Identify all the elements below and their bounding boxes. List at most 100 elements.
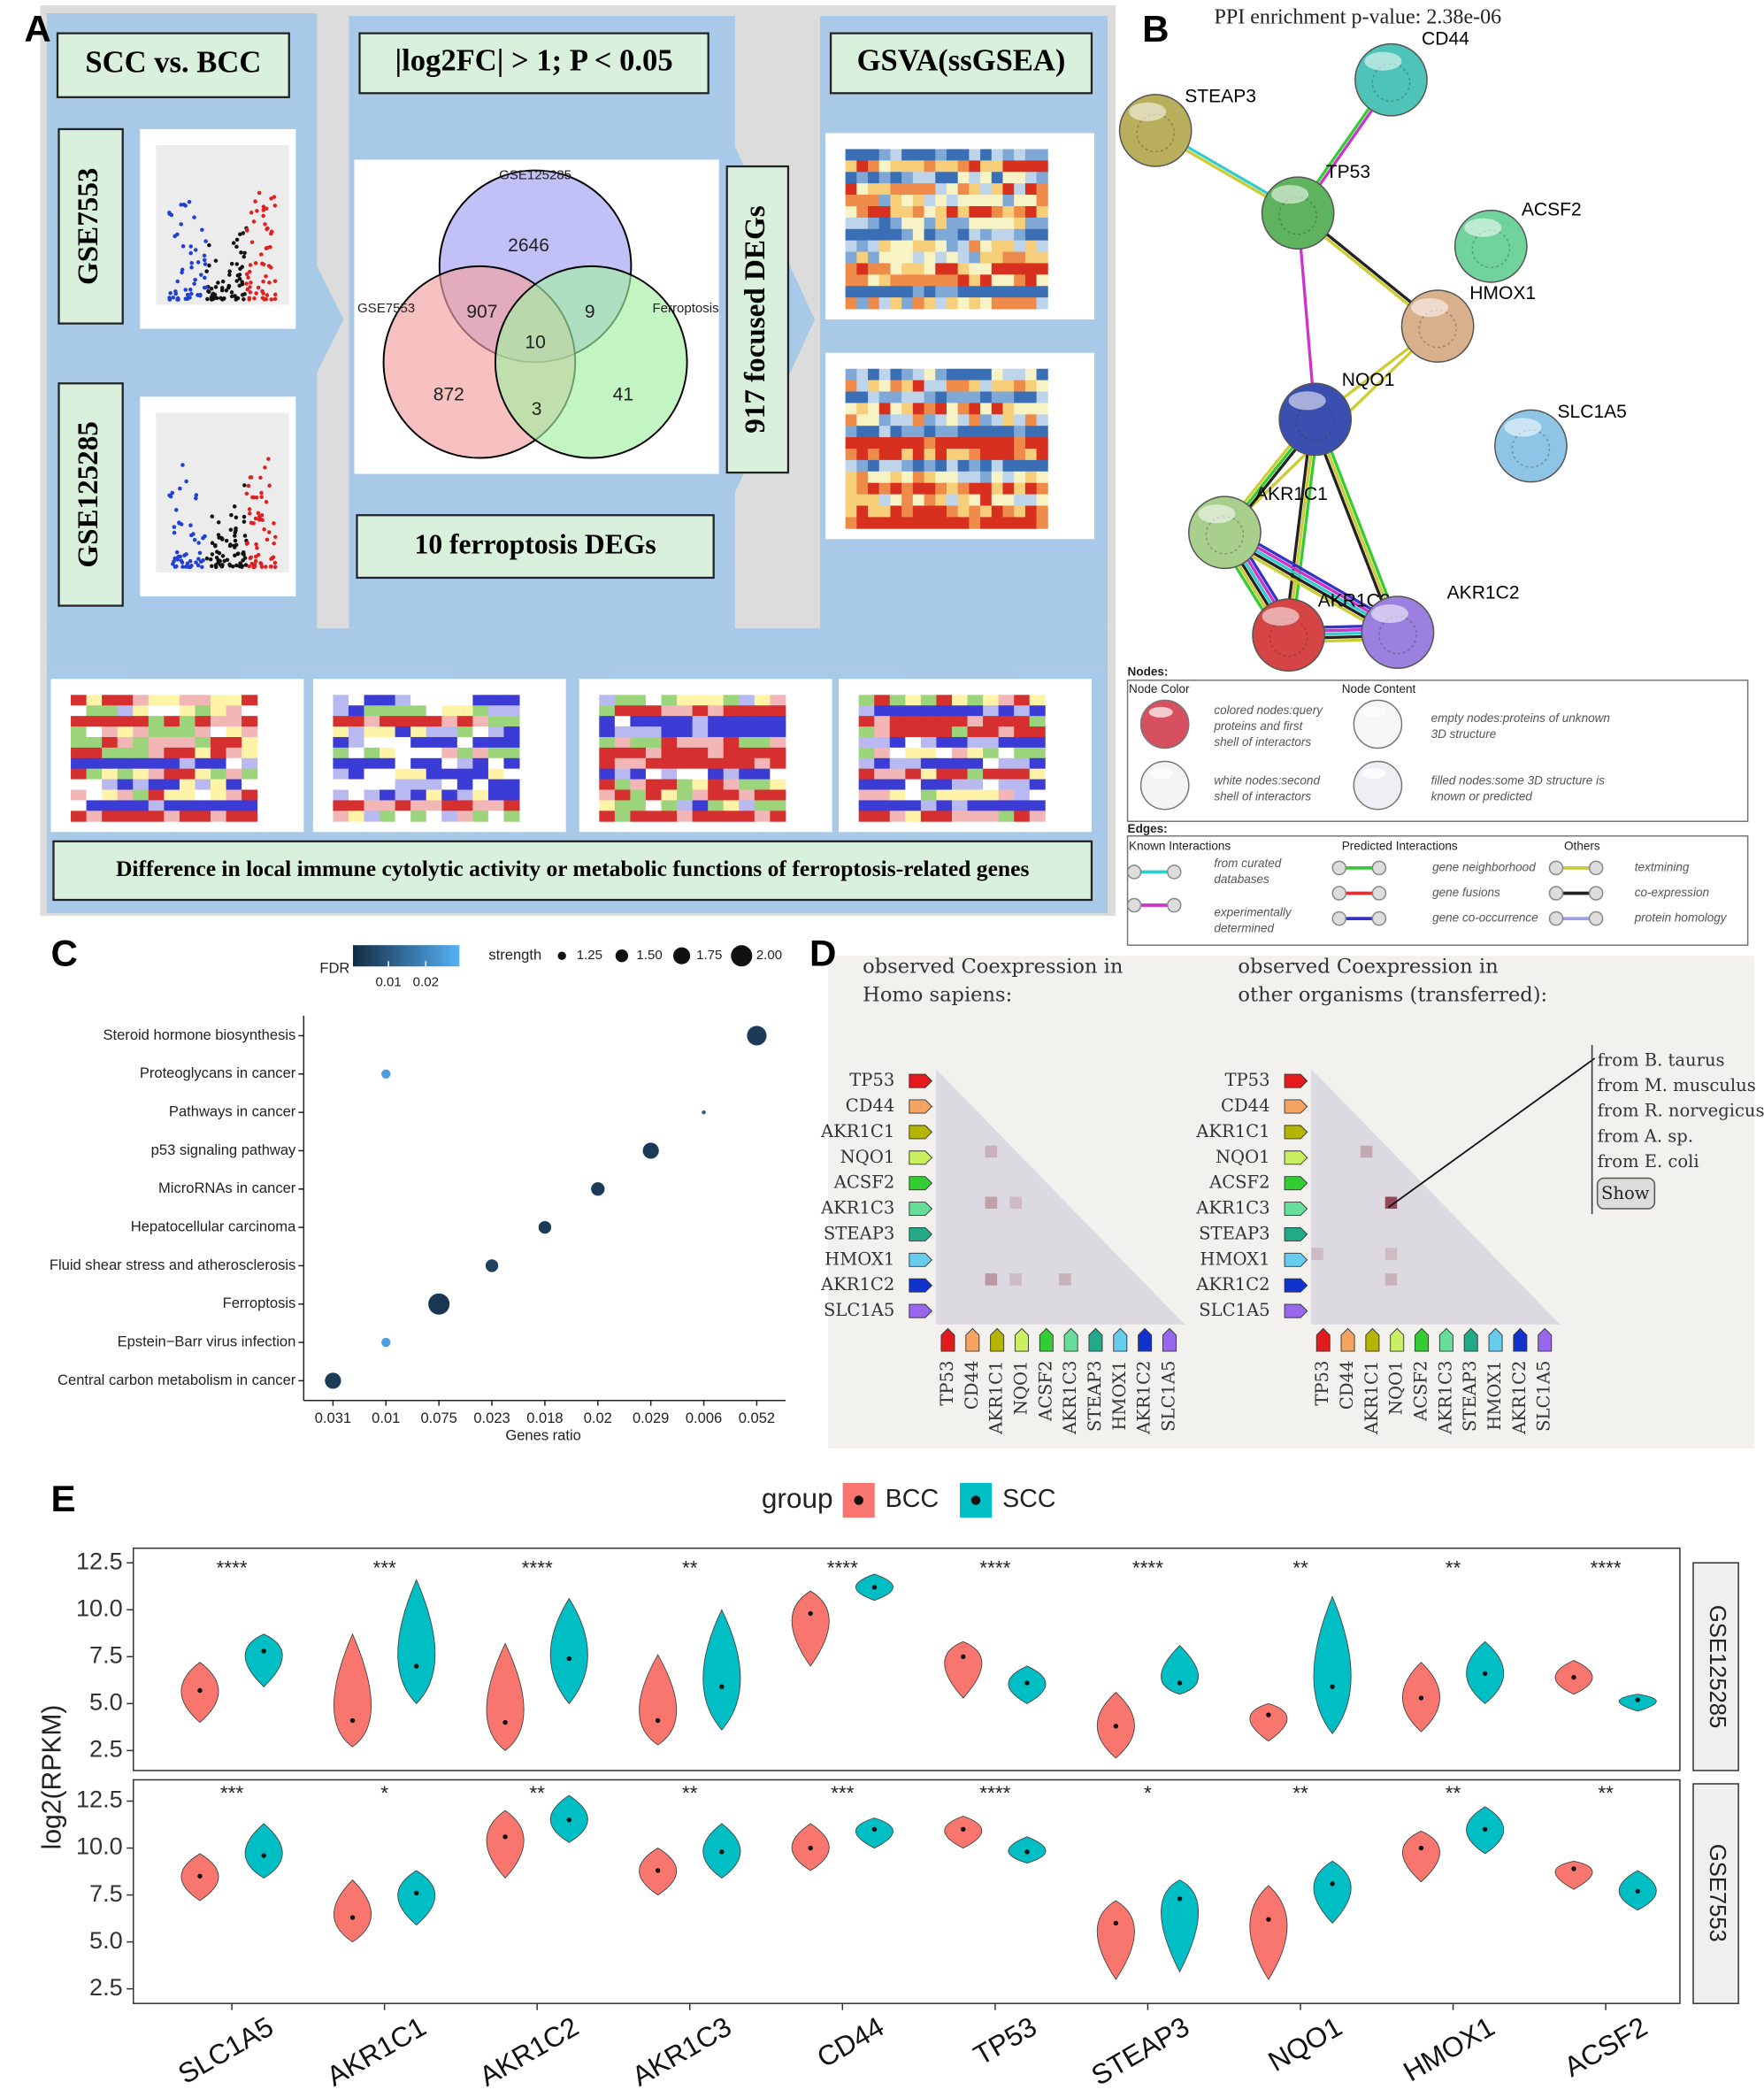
thumb-cell: [889, 757, 906, 770]
matrix-heading: Homo sapiens:: [863, 983, 1012, 1006]
thumb-dot: [248, 285, 252, 289]
y-tick-label: Steroid hormone biosynthesis: [104, 1026, 296, 1043]
matrix-triangle: [935, 1069, 1185, 1325]
thumb-cell: [969, 403, 981, 415]
thumb-cell: [148, 705, 165, 717]
thumb-cell: [195, 736, 211, 749]
ppi-node-shine: [1288, 391, 1326, 411]
thumb-dot: [214, 296, 219, 301]
thumb-cell: [856, 414, 869, 426]
thumb-cell: [348, 695, 364, 706]
thumb-cell: [708, 747, 725, 759]
legend-node-shine: [1148, 768, 1173, 780]
thumb-cell: [905, 811, 922, 822]
gene-arrow: [1284, 1202, 1308, 1217]
thumb-cell: [456, 726, 473, 738]
thumb-cell: [380, 705, 396, 717]
venn-count: 907: [466, 302, 497, 322]
ppi-title: PPI enrichment p-value: 2.38e-06: [1214, 6, 1501, 29]
thumb-cell: [890, 251, 902, 264]
median-dot: [808, 1845, 813, 1851]
thumb-cell: [991, 251, 1003, 264]
thumb-cell: [614, 726, 631, 738]
thumb-cell: [924, 251, 936, 264]
thumb-cell: [890, 172, 902, 184]
thumb-cell: [102, 757, 119, 770]
thumb-cell: [133, 726, 150, 738]
thumb-cell: [441, 705, 458, 717]
thumb-dot: [215, 549, 219, 554]
thumb-cell: [924, 482, 936, 496]
show-button[interactable]: [1596, 1177, 1656, 1210]
thumb-dot: [220, 279, 226, 284]
thumb-cell: [739, 757, 755, 770]
median-dot: [655, 1717, 661, 1724]
thumb-cell: [957, 505, 970, 518]
matrix-row-label: STEAP3: [1199, 1223, 1269, 1243]
organism: from M. musculus: [1598, 1075, 1756, 1095]
thumb-cell: [878, 274, 891, 287]
thumb-cell: [969, 149, 981, 161]
thumb-dot: [238, 561, 242, 565]
thumb-cell: [924, 380, 936, 392]
gene-arrow: [909, 1150, 933, 1165]
thumb-cell: [874, 789, 891, 801]
thumb-cell: [1014, 160, 1026, 173]
thumb-dot: [259, 490, 264, 496]
thumb-cell: [845, 426, 857, 438]
ppi-node-shine: [1129, 102, 1167, 121]
ppi-node-label: HMOX1: [1469, 283, 1536, 304]
thumb-cell: [1014, 789, 1031, 801]
thumb-cell: [1002, 217, 1015, 230]
thumb-cell: [957, 286, 970, 298]
legend-text: white nodes:second: [1214, 774, 1320, 788]
thumb-cell: [957, 482, 970, 496]
thumb-cell: [969, 391, 981, 403]
thumb-cell: [426, 736, 442, 749]
ppi-edge: [1310, 419, 1396, 634]
thumb-cell: [1002, 494, 1015, 506]
thumb-cell: [348, 800, 364, 811]
matrix-col-label: NQO1: [1386, 1361, 1407, 1416]
thumb-dot: [220, 563, 225, 567]
thumb-cell: [924, 437, 936, 450]
ppi-node-label: CD44: [1422, 29, 1469, 50]
thumb-cell: [164, 716, 180, 727]
thumb-cell: [1014, 726, 1031, 738]
matrix-col-label: STEAP3: [1460, 1361, 1480, 1432]
thumb-cell: [946, 449, 959, 461]
legend-text: experimentally: [1214, 906, 1292, 919]
thumb-cell: [117, 779, 134, 790]
thumb-cell: [1014, 205, 1026, 219]
legend-subheading: Predicted Interactions: [1342, 839, 1458, 852]
matrix-triangle: [1311, 1069, 1561, 1325]
thumb-cell: [395, 695, 411, 706]
thumb-cell: [969, 183, 981, 196]
thumb-cell: [599, 789, 616, 801]
thumb-cell: [1002, 240, 1015, 253]
matrix-col-label: HMOX1: [1484, 1361, 1505, 1431]
thumb-cell: [770, 789, 786, 801]
thumb-cell: [991, 368, 1003, 381]
thumb-cell: [924, 459, 936, 473]
thumb-cell: [426, 757, 442, 770]
thumb-dot: [209, 286, 214, 291]
thumb-cell: [878, 368, 891, 381]
thumb-cell: [645, 800, 662, 811]
thumb-cell: [946, 228, 959, 242]
thumb-cell: [890, 391, 902, 403]
thumb-cell: [980, 286, 993, 298]
thumb-dot: [216, 533, 221, 537]
thumb-cell: [1024, 263, 1038, 275]
thumb-cell: [599, 726, 616, 738]
thumb-cell: [957, 297, 970, 310]
legend-edge-end: [1588, 886, 1604, 901]
thumb-cell: [1002, 263, 1015, 275]
thumb-cell: [856, 240, 869, 253]
matrix-col-label: AKR1C2: [1509, 1361, 1530, 1435]
thumb-cell: [901, 172, 914, 184]
legend-title: strength: [488, 947, 541, 964]
thumb-cell: [661, 779, 678, 790]
thumb-dot: [189, 265, 194, 270]
thumb-cell: [723, 747, 740, 759]
